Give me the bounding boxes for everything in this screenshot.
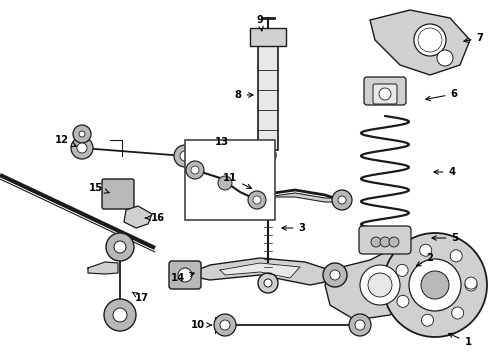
Text: 14: 14 [171,272,194,283]
Text: 12: 12 [55,135,76,147]
Bar [258,46,278,150]
Circle shape [397,295,409,307]
Text: 8: 8 [235,90,253,100]
Circle shape [73,125,91,143]
Circle shape [106,233,134,261]
Circle shape [421,314,434,326]
FancyBboxPatch shape [359,226,411,254]
Circle shape [77,143,87,153]
Circle shape [383,233,487,337]
Text: 6: 6 [426,89,458,101]
Circle shape [437,50,453,66]
Circle shape [323,263,347,287]
Polygon shape [185,258,335,285]
Text: 7: 7 [464,33,484,43]
Text: 11: 11 [223,173,251,188]
FancyBboxPatch shape [373,84,397,104]
Circle shape [71,137,93,159]
Circle shape [355,320,365,330]
Circle shape [114,241,126,253]
Text: 15: 15 [89,183,109,193]
Text: 3: 3 [282,223,305,233]
Circle shape [379,88,391,100]
Circle shape [264,279,272,287]
Circle shape [260,147,276,163]
Circle shape [414,24,446,56]
Circle shape [191,166,199,174]
Circle shape [338,196,346,204]
Text: 9: 9 [257,15,264,31]
Polygon shape [258,192,342,202]
Circle shape [330,270,340,280]
Circle shape [79,131,85,137]
Text: 13: 13 [215,137,229,147]
FancyBboxPatch shape [169,261,201,289]
Circle shape [214,314,236,336]
Circle shape [368,273,392,297]
Circle shape [186,161,204,179]
Circle shape [465,279,477,291]
Text: 1: 1 [449,333,471,347]
Circle shape [380,237,390,247]
Text: 2: 2 [416,253,434,266]
Circle shape [419,244,432,256]
Circle shape [174,145,196,167]
Polygon shape [370,10,470,75]
Polygon shape [124,206,152,228]
Circle shape [332,190,352,210]
Text: 4: 4 [434,167,456,177]
Text: 5: 5 [432,233,459,243]
Circle shape [220,320,230,330]
Circle shape [248,191,266,209]
Circle shape [218,176,232,190]
Circle shape [180,151,190,161]
Circle shape [113,308,127,322]
FancyBboxPatch shape [102,179,134,209]
Circle shape [421,271,449,299]
Circle shape [389,237,399,247]
Text: 10: 10 [191,320,211,330]
Circle shape [258,273,278,293]
Bar [185,140,275,220]
Circle shape [409,259,461,311]
Text: 17: 17 [132,292,149,303]
Circle shape [360,265,400,305]
Circle shape [371,237,381,247]
FancyBboxPatch shape [364,77,406,105]
Circle shape [450,250,462,262]
Circle shape [396,264,408,276]
Polygon shape [325,245,415,320]
Bar [250,28,286,46]
Circle shape [465,277,477,289]
Circle shape [349,314,371,336]
Circle shape [452,307,464,319]
Polygon shape [88,262,118,274]
Circle shape [248,185,268,205]
Polygon shape [220,263,300,278]
Circle shape [254,191,262,199]
Circle shape [178,268,192,282]
Text: 16: 16 [146,213,165,223]
Circle shape [104,299,136,331]
Circle shape [253,196,261,204]
